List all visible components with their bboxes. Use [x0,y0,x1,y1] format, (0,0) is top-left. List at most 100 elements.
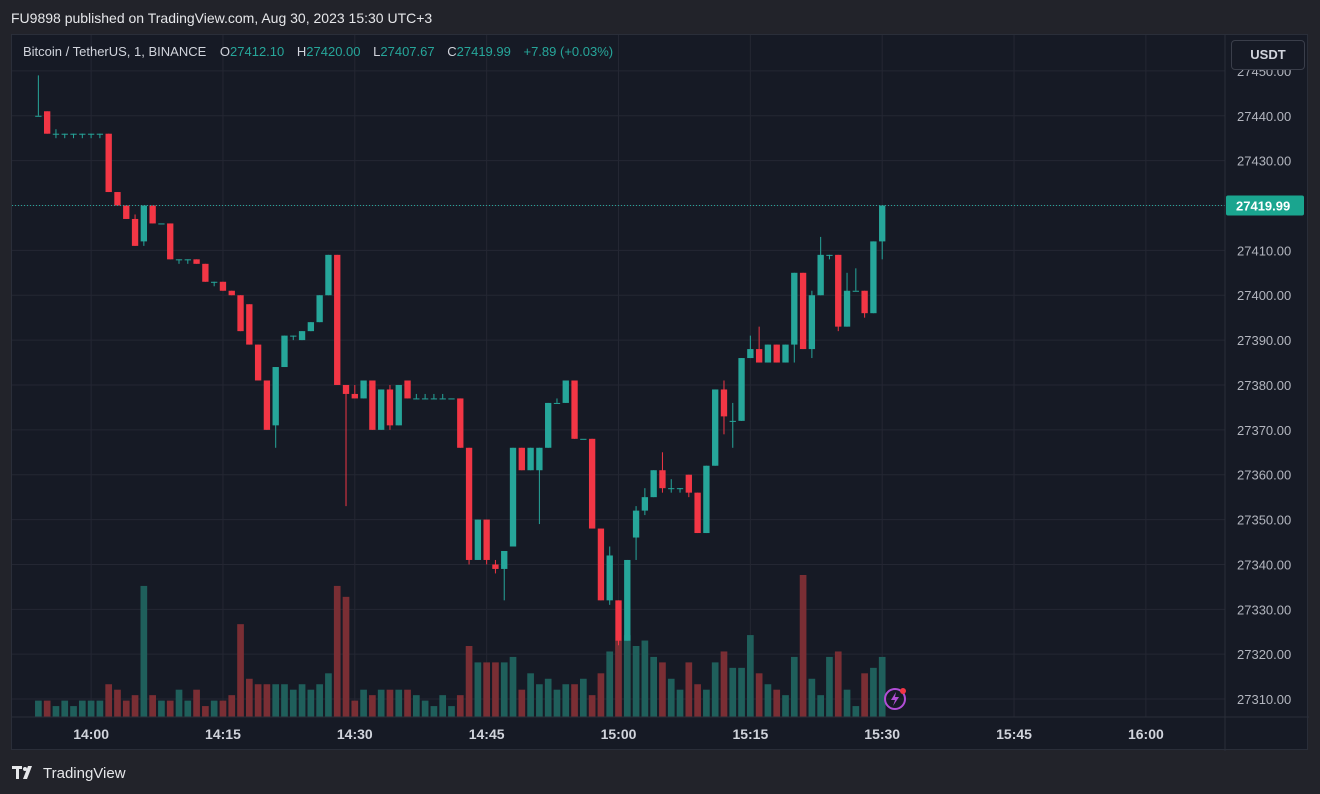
volume-bar [439,695,447,717]
candle-body [694,492,701,534]
candle-body [852,290,859,292]
candle [316,295,323,323]
candle [738,358,745,421]
volume-bar [544,678,552,717]
volume-bar [790,656,798,717]
volume-bar [263,684,271,717]
candle-body [158,223,165,225]
footer-logo[interactable]: TradingView [12,764,126,782]
candle-body [474,519,482,560]
candle-body [641,497,649,511]
x-tick-label: 15:30 [864,726,900,742]
volume-bar [632,646,640,717]
chart-frame[interactable]: 27419.99 27450.00 27440.00 27430.00 27410.0… [11,34,1309,751]
candle-body [799,272,807,350]
candle [676,488,684,493]
currency-button[interactable]: USDT [1231,40,1305,70]
volume-bar [210,700,218,717]
candle [852,268,859,292]
candle [378,389,385,430]
candle [545,402,552,448]
volume-bar [773,689,781,717]
candle-body [228,290,235,296]
volume-bar [623,635,631,717]
x-tick-label: 14:30 [337,726,373,742]
volume-bar [78,700,86,717]
x-tick-label: 14:45 [469,726,505,742]
candle [149,205,156,224]
volume-bar [694,684,701,717]
candle [650,470,657,498]
candle [35,75,42,117]
candle [237,295,244,332]
candle [175,259,183,264]
legend-open-value: 27412.10 [230,44,285,59]
candle-body [879,205,886,242]
candle [325,254,332,296]
candle [553,398,561,404]
candle [52,129,60,139]
volume-bar [35,700,42,717]
candle-body [421,398,429,400]
volume-bar [272,684,280,717]
tradingview-logo-icon [12,766,32,779]
last-price-badge [1226,195,1304,216]
candle-body [413,398,420,400]
volume-bar [254,684,262,717]
volume-bar [184,700,192,717]
candle-body [659,470,666,489]
candle [158,223,165,225]
candle [870,241,877,314]
candle-body [254,344,262,381]
volume-bar [720,651,728,717]
x-axis[interactable]: 14:00 14:15 14:30 14:45 15:00 15:15 15:30 15:45… [12,716,1309,742]
candle [96,133,104,139]
legend-open-label: O [219,44,231,59]
volume-bar [342,596,350,717]
volume-bar [553,689,561,717]
volume-bar [597,673,605,717]
candle [140,205,148,246]
y-tick-label: 27320.00 [1237,647,1291,662]
candle-body [79,133,86,135]
candle [43,111,51,134]
candle-body [342,384,350,394]
volume-bar [360,689,367,717]
candle-body [43,111,51,134]
candle [61,133,68,139]
candle [588,438,596,529]
candle [791,272,798,363]
volume-bar [615,640,622,717]
candle-body [307,322,315,332]
candle [879,205,886,260]
candle-body [395,384,402,426]
candlestick-chart[interactable]: 27419.99 27450.0027440.0027430.0027410.0… [12,35,1309,751]
candle-body [791,272,798,345]
y-axis[interactable]: 27450.0027440.0027430.0027410.0027400.00… [1224,35,1291,751]
volume-bar [52,706,60,717]
candle [167,223,174,260]
candle-body [650,470,657,498]
y-tick-label: 27310.00 [1237,692,1291,707]
candle [404,380,411,399]
candle-body [96,133,104,135]
volume-bar [518,689,526,717]
volume-bar [369,695,376,717]
flash-icon[interactable] [883,687,907,711]
y-tick-label: 27440.00 [1237,109,1291,124]
candle [659,452,666,493]
candle-body [219,281,227,291]
candle [123,205,130,219]
candle-body [843,290,851,327]
x-tick-label: 14:00 [73,726,109,742]
candle [254,344,262,381]
candle [105,133,112,193]
volume-bar [729,667,737,717]
candle [351,384,358,399]
volume-bar [412,695,420,717]
volume-bar [808,678,816,717]
volume-bar [676,689,684,717]
candle [518,447,525,471]
candle [861,290,868,318]
volume-bar [61,700,69,717]
